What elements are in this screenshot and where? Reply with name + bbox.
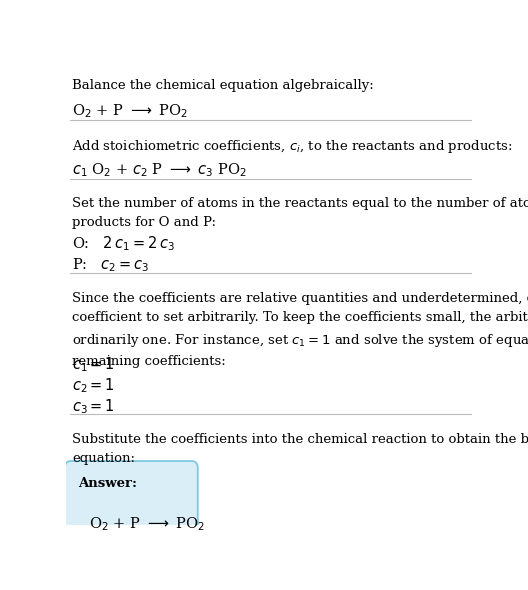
FancyBboxPatch shape	[65, 461, 198, 540]
Text: O$_2$ + P $\longrightarrow$ PO$_2$: O$_2$ + P $\longrightarrow$ PO$_2$	[72, 103, 188, 120]
Text: Substitute the coefficients into the chemical reaction to obtain the balanced
eq: Substitute the coefficients into the che…	[72, 433, 528, 466]
Text: $c_1 = 1$: $c_1 = 1$	[72, 355, 115, 374]
Text: Answer:: Answer:	[78, 477, 137, 490]
Text: O$_2$ + P $\longrightarrow$ PO$_2$: O$_2$ + P $\longrightarrow$ PO$_2$	[89, 516, 205, 533]
Text: $c_1$ O$_2$ + $c_2$ P $\longrightarrow$ $c_3$ PO$_2$: $c_1$ O$_2$ + $c_2$ P $\longrightarrow$ …	[72, 162, 247, 179]
Text: Since the coefficients are relative quantities and underdetermined, choose a
coe: Since the coefficients are relative quan…	[72, 293, 528, 368]
Text: $c_3 = 1$: $c_3 = 1$	[72, 397, 115, 416]
Text: P:   $c_2 = c_3$: P: $c_2 = c_3$	[72, 256, 149, 274]
Text: Set the number of atoms in the reactants equal to the number of atoms in the
pro: Set the number of atoms in the reactants…	[72, 197, 528, 229]
Text: Add stoichiometric coefficients, $c_i$, to the reactants and products:: Add stoichiometric coefficients, $c_i$, …	[72, 138, 513, 155]
Text: $c_2 = 1$: $c_2 = 1$	[72, 376, 115, 395]
Text: O:   $2\,c_1 = 2\,c_3$: O: $2\,c_1 = 2\,c_3$	[72, 234, 175, 253]
Text: Balance the chemical equation algebraically:: Balance the chemical equation algebraica…	[72, 79, 374, 92]
